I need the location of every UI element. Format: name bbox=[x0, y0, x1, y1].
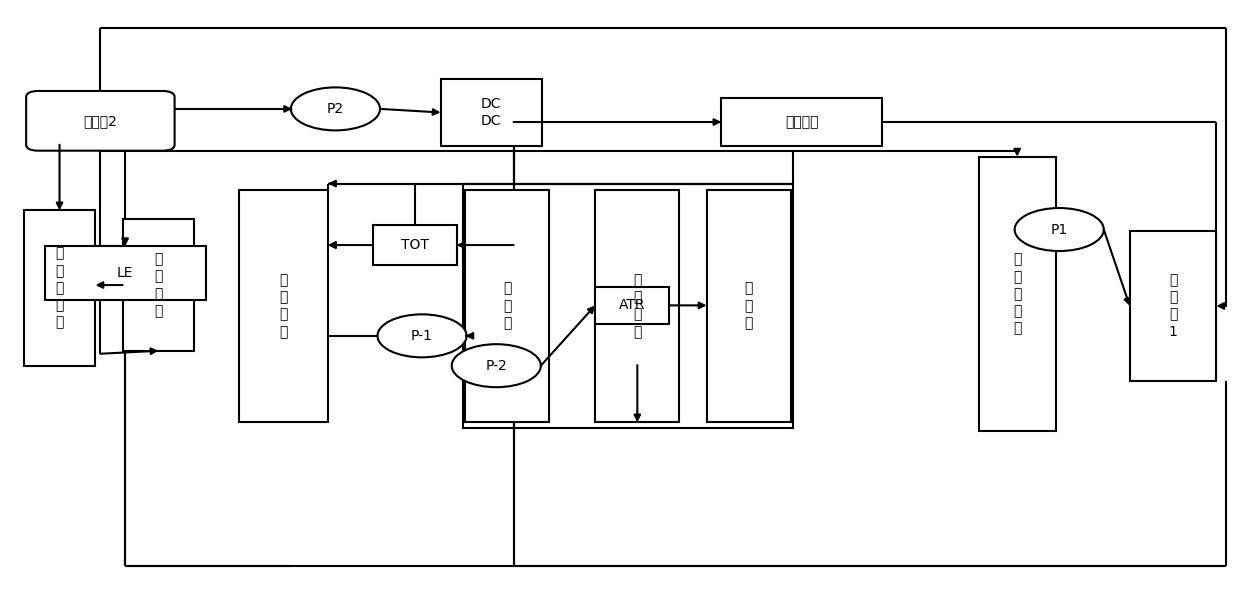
Text: 双
通
间
1: 双 通 间 1 bbox=[1168, 273, 1178, 339]
Text: 主
散
热
器: 主 散 热 器 bbox=[279, 273, 288, 339]
Bar bbox=[463, 184, 794, 428]
Bar bbox=[722, 98, 883, 146]
Bar bbox=[978, 157, 1055, 431]
Text: P-2: P-2 bbox=[485, 359, 507, 373]
Circle shape bbox=[451, 344, 541, 387]
Bar bbox=[24, 211, 95, 365]
Bar bbox=[440, 79, 542, 146]
Text: 驱
动
电
机: 驱 动 电 机 bbox=[634, 273, 641, 339]
Text: P-1: P-1 bbox=[412, 329, 433, 343]
Bar bbox=[372, 225, 456, 265]
Bar bbox=[595, 287, 670, 324]
FancyBboxPatch shape bbox=[26, 91, 175, 151]
Text: LE: LE bbox=[117, 266, 134, 280]
Bar bbox=[1130, 232, 1216, 380]
Bar bbox=[707, 190, 791, 422]
Text: TOT: TOT bbox=[401, 238, 429, 252]
Bar bbox=[595, 190, 680, 422]
Text: 辅
助
散
热
器: 辅 助 散 热 器 bbox=[56, 247, 63, 329]
Text: P2: P2 bbox=[327, 102, 343, 116]
Circle shape bbox=[291, 88, 379, 130]
Bar bbox=[123, 220, 195, 351]
Circle shape bbox=[1014, 208, 1104, 251]
Text: ATR: ATR bbox=[619, 298, 646, 313]
Bar bbox=[45, 246, 206, 300]
Text: P1: P1 bbox=[1050, 223, 1068, 236]
Text: 电
动
空
调: 电 动 空 调 bbox=[154, 252, 162, 318]
Text: 电制热器: 电制热器 bbox=[785, 115, 818, 129]
Circle shape bbox=[377, 314, 466, 358]
Text: DC
DC: DC DC bbox=[481, 97, 501, 128]
Text: 发
动
机: 发 动 机 bbox=[503, 281, 512, 330]
Bar bbox=[465, 190, 549, 422]
Text: 双通间2: 双通间2 bbox=[83, 114, 118, 128]
Bar bbox=[239, 190, 329, 422]
Text: 暖
风
換
热
器: 暖 风 換 热 器 bbox=[1013, 253, 1022, 335]
Text: 变
速
算: 变 速 算 bbox=[744, 281, 753, 330]
